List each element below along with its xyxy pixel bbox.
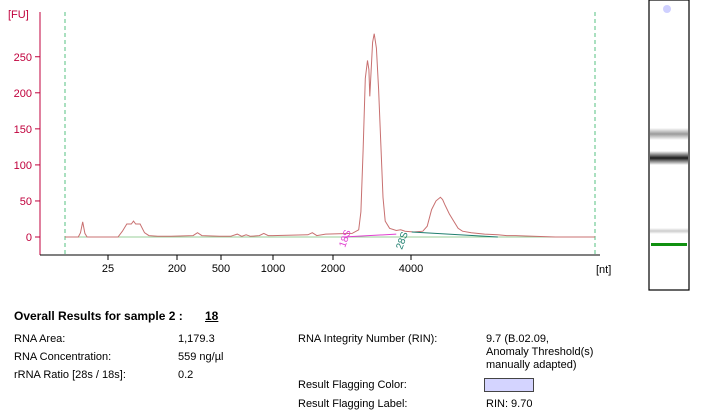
y-tick-label-250: 250: [14, 52, 32, 64]
trace-line: [65, 33, 595, 238]
gel-band-18s: [650, 151, 688, 165]
x-tick-label-25: 25: [102, 263, 114, 275]
y-tick-label-100: 100: [14, 160, 32, 172]
x-axis-label: [nt]: [596, 264, 611, 276]
flag-color-swatch: [484, 378, 534, 392]
chart-ticks: 0 50 100 150 200 250 25 200 500 1000 2000 4000: [14, 52, 424, 275]
gel-upper-marker: [663, 5, 671, 13]
x-tick-label-1000: 1000: [261, 263, 285, 275]
x-tick-label-4000: 4000: [399, 263, 423, 275]
y-tick-label-50: 50: [20, 196, 32, 208]
y-axis-label: [FU]: [8, 9, 29, 21]
mark-18s-segment: [343, 233, 397, 238]
y-tick-label-150: 150: [14, 124, 32, 136]
gel-band-faint: [650, 228, 688, 234]
y-tick-label-0: 0: [26, 232, 32, 244]
gel-lane-frame: [648, 0, 690, 291]
chart-axes: [39, 12, 600, 256]
x-tick-label-500: 500: [212, 263, 230, 275]
x-tick-label-200: 200: [168, 263, 186, 275]
mark-28s-segment: [411, 231, 498, 238]
y-tick-label-200: 200: [14, 88, 32, 100]
gel-lower-marker: [651, 243, 687, 246]
x-tick-label-2000: 2000: [321, 263, 345, 275]
gel-band-28s: [650, 128, 688, 140]
